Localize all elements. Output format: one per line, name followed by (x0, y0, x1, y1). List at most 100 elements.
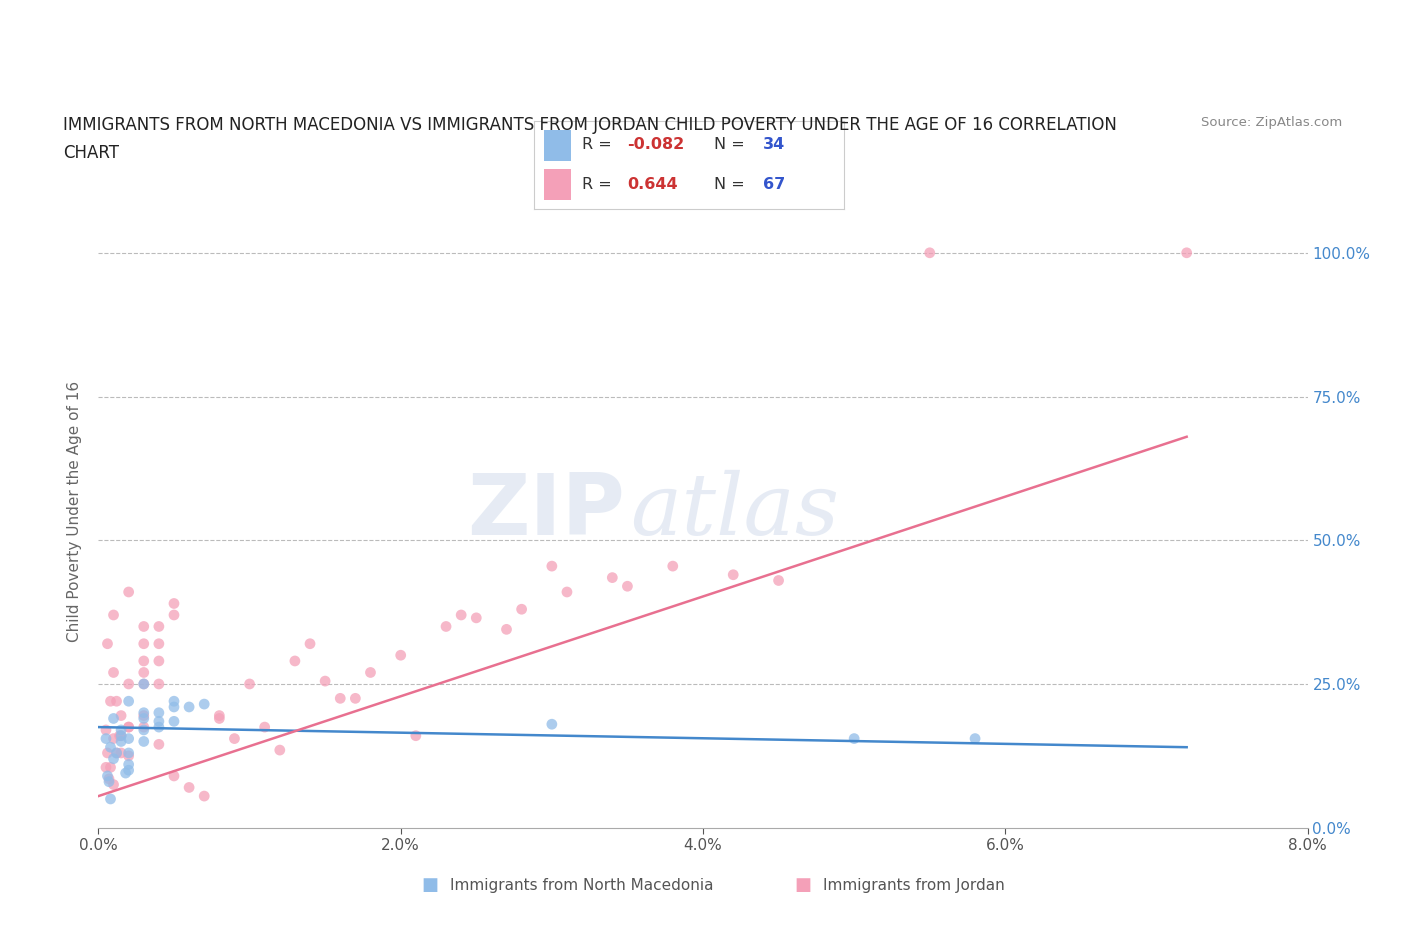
Point (103, 665, 125, 680)
Point (314, 673, 336, 688)
Text: Immigrants from North Macedonia: Immigrants from North Macedonia (450, 878, 713, 893)
Point (495, 622, 517, 637)
Point (132, 636, 155, 651)
Point (103, 777, 125, 792)
Point (465, 610, 488, 625)
Text: R =: R = (582, 138, 612, 153)
Point (110, 728, 132, 743)
Text: R =: R = (582, 177, 612, 192)
Point (96, 636, 118, 651)
Point (1175, 246, 1198, 260)
Text: -0.082: -0.082 (627, 138, 685, 153)
Text: ZIP: ZIP (467, 470, 624, 553)
Point (360, 665, 382, 680)
Text: 34: 34 (763, 138, 786, 153)
Point (103, 731, 125, 746)
Point (163, 768, 186, 783)
Point (163, 714, 186, 729)
Point (118, 757, 141, 772)
Bar (544, 130, 571, 161)
Point (510, 602, 533, 617)
Point (148, 619, 170, 634)
Point (148, 714, 170, 729)
Point (118, 763, 141, 777)
Point (108, 728, 131, 743)
Point (110, 746, 132, 761)
Point (132, 720, 155, 735)
Point (132, 654, 155, 669)
Y-axis label: Child Poverty Under the Age of 16: Child Poverty Under the Age of 16 (67, 381, 83, 642)
Point (118, 731, 141, 746)
Point (239, 676, 262, 691)
Point (389, 648, 412, 663)
Point (100, 791, 122, 806)
Point (344, 691, 367, 706)
Point (616, 578, 638, 593)
Point (98, 775, 121, 790)
Text: Immigrants from Jordan: Immigrants from Jordan (823, 878, 1004, 893)
Point (193, 697, 215, 711)
Point (132, 619, 155, 634)
Point (148, 654, 170, 669)
Point (103, 751, 125, 766)
Point (110, 728, 132, 743)
Point (148, 636, 170, 651)
Point (269, 743, 291, 758)
Point (132, 723, 155, 737)
Point (118, 720, 141, 735)
Point (434, 619, 457, 634)
Point (405, 728, 427, 743)
Point (94, 760, 117, 775)
Point (224, 731, 246, 746)
Point (662, 559, 685, 574)
Point (98, 771, 121, 786)
Point (193, 789, 215, 804)
Text: Source: ZipAtlas.com: Source: ZipAtlas.com (1202, 116, 1343, 129)
Text: ■: ■ (422, 876, 439, 895)
Text: CHART: CHART (63, 144, 120, 162)
Point (118, 694, 141, 709)
Point (100, 694, 122, 709)
Point (541, 717, 564, 732)
Point (100, 739, 122, 754)
Point (208, 711, 231, 726)
Text: N =: N = (714, 177, 744, 192)
Point (844, 731, 866, 746)
Point (118, 720, 141, 735)
Point (253, 720, 276, 735)
Text: IMMIGRANTS FROM NORTH MACEDONIA VS IMMIGRANTS FROM JORDAN CHILD POVERTY UNDER TH: IMMIGRANTS FROM NORTH MACEDONIA VS IMMIG… (63, 116, 1118, 134)
Point (918, 246, 941, 260)
Point (132, 705, 155, 720)
Point (110, 734, 132, 749)
Point (450, 607, 472, 622)
Point (132, 676, 155, 691)
Point (208, 708, 231, 723)
Point (179, 780, 201, 795)
Point (284, 654, 307, 669)
Point (132, 734, 155, 749)
Bar (544, 169, 571, 201)
Point (96, 768, 118, 783)
Point (163, 694, 186, 709)
Point (114, 765, 136, 780)
Point (118, 676, 141, 691)
Point (768, 573, 790, 588)
Point (96, 746, 118, 761)
Point (132, 665, 155, 680)
Point (110, 723, 132, 737)
Point (163, 596, 186, 611)
Point (105, 746, 128, 761)
Point (555, 585, 578, 600)
Point (110, 708, 132, 723)
Point (329, 691, 352, 706)
Point (299, 636, 322, 651)
Point (541, 559, 564, 574)
Point (118, 746, 141, 761)
Point (163, 607, 186, 622)
Point (148, 676, 170, 691)
Point (148, 705, 170, 720)
Text: atlas: atlas (630, 471, 839, 552)
Point (132, 708, 155, 723)
Text: 67: 67 (763, 177, 786, 192)
Point (94, 723, 117, 737)
